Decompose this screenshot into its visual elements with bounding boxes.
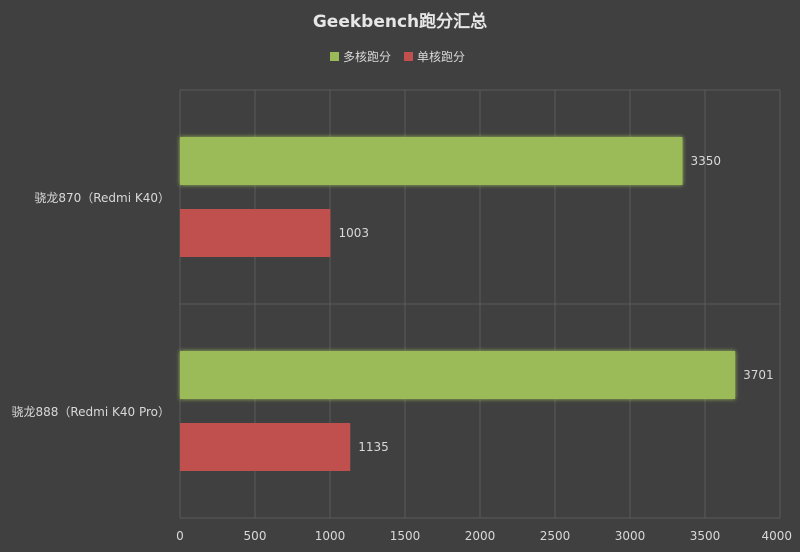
category-label: 骁龙888（Redmi K40 Pro） [11, 405, 170, 419]
x-tick-label: 4000 [761, 529, 792, 543]
bars [180, 137, 736, 471]
bar-multi-core [180, 137, 683, 185]
y-axis-categories: 骁龙870（Redmi K40） 骁龙888（Redmi K40 Pro） [11, 191, 170, 419]
legend: 多核跑分 单核跑分 [330, 50, 465, 64]
x-tick-label: 3000 [615, 529, 646, 543]
data-label-single-core: 1135 [358, 440, 389, 454]
category-label: 骁龙870（Redmi K40） [34, 191, 170, 205]
chart-title: Geekbench跑分汇总 [313, 11, 487, 32]
data-label-single-core: 1003 [338, 226, 369, 240]
legend-swatch-multi-core [330, 52, 339, 61]
bar-single-core [180, 423, 351, 471]
x-tick-label: 2500 [540, 529, 571, 543]
legend-label-single-core: 单核跑分 [417, 50, 465, 64]
x-tick-label: 0 [176, 529, 184, 543]
bar-multi-core [180, 351, 736, 399]
data-label-multi-core: 3701 [743, 368, 774, 382]
x-tick-label: 1000 [315, 529, 346, 543]
data-label-multi-core: 3350 [691, 154, 722, 168]
x-tick-label: 500 [244, 529, 267, 543]
x-tick-label: 2000 [465, 529, 496, 543]
x-axis-ticks: 0 500 1000 1500 2000 2500 3000 3500 4000 [176, 529, 792, 543]
data-labels: 3350 1003 3701 1135 [338, 154, 773, 454]
bar-single-core [180, 209, 331, 257]
x-tick-label: 3500 [690, 529, 721, 543]
legend-label-multi-core: 多核跑分 [343, 50, 391, 64]
legend-swatch-single-core [404, 52, 413, 61]
x-tick-label: 1500 [390, 529, 421, 543]
